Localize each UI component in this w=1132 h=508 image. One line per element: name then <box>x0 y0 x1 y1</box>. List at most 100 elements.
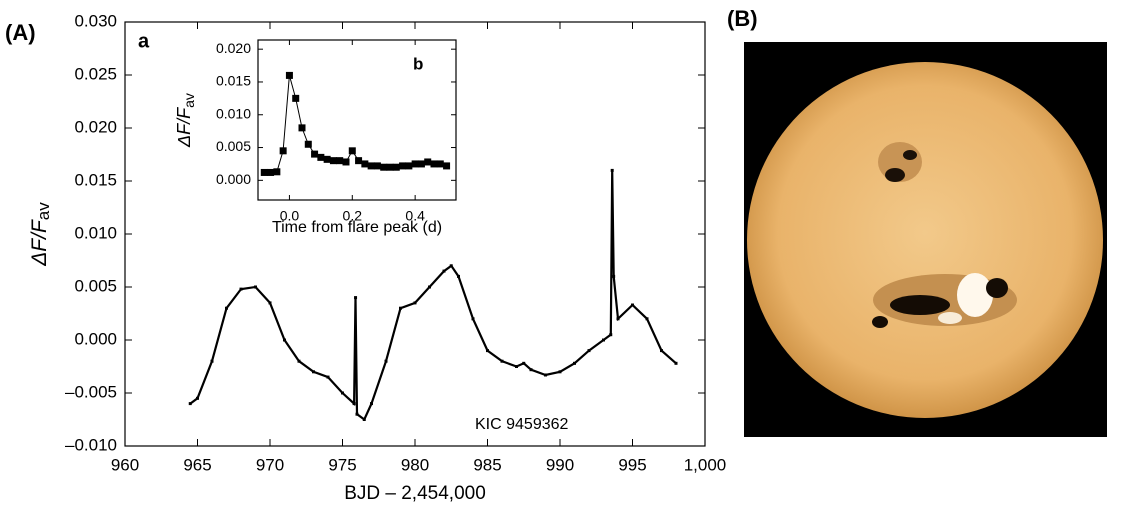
data-point <box>442 269 446 273</box>
data-point <box>449 264 453 268</box>
data-point <box>413 301 417 305</box>
data-point <box>336 157 344 165</box>
data-point <box>283 338 286 342</box>
data-point <box>529 368 533 372</box>
data-point <box>609 333 613 337</box>
x-tick-label: 990 <box>546 455 574 474</box>
data-point <box>428 285 431 289</box>
data-point <box>602 338 605 342</box>
data-point <box>355 412 359 416</box>
x-tick-label: 970 <box>256 455 284 474</box>
data-point <box>616 317 620 321</box>
x-axis-label: Time from flare peak (d) <box>272 219 442 236</box>
y-tick-label: 0.015 <box>74 170 117 189</box>
data-point <box>610 168 614 172</box>
data-point <box>370 402 373 406</box>
y-tick-label: –0.005 <box>65 382 117 401</box>
data-point <box>384 359 388 363</box>
data-point <box>355 157 363 165</box>
data-point <box>399 306 402 310</box>
data-point <box>210 359 214 363</box>
data-point <box>436 160 444 168</box>
data-point <box>196 396 199 400</box>
data-point <box>430 160 438 168</box>
data-point <box>312 370 315 374</box>
data-point <box>239 287 243 291</box>
data-point <box>424 158 432 166</box>
data-point <box>326 375 330 379</box>
y-tick-label: 0.020 <box>216 40 251 56</box>
y-tick-label: 0.010 <box>216 105 251 121</box>
data-point <box>267 168 275 176</box>
y-tick-label: 0.015 <box>216 73 251 89</box>
data-point <box>500 359 504 363</box>
x-axis-label: BJD – 2,454,000 <box>344 483 486 504</box>
y-axis-label-sub: av <box>181 93 197 108</box>
x-tick-label: 965 <box>183 455 211 474</box>
y-tick-label: 0.000 <box>216 171 251 187</box>
x-tick-label: 975 <box>328 455 356 474</box>
data-point <box>399 162 407 170</box>
data-point <box>522 361 526 365</box>
y-tick-label: 0.010 <box>74 223 117 242</box>
data-point <box>225 306 228 310</box>
y-axis-label: ΔF/Fav <box>28 202 54 267</box>
x-tick-label: 995 <box>618 455 646 474</box>
x-tick-label: 0.0 <box>280 208 300 224</box>
data-point <box>362 418 366 421</box>
data-point <box>329 157 337 165</box>
data-point <box>386 163 394 171</box>
x-tick-label: 0.4 <box>405 208 425 224</box>
data-point <box>342 158 350 166</box>
data-point <box>311 150 319 158</box>
data-point <box>515 365 518 368</box>
y-axis-label-main: ΔF/F <box>174 107 194 148</box>
x-tick-label: 1,000 <box>684 455 727 474</box>
y-axis-label: ΔF/Fav <box>174 93 197 148</box>
data-point <box>323 155 331 163</box>
data-point <box>367 162 375 170</box>
data-point <box>341 391 344 395</box>
y-tick-label: 0.030 <box>74 11 117 30</box>
data-point <box>674 361 678 365</box>
y-tick-label: 0.000 <box>74 329 117 348</box>
data-point <box>373 162 381 170</box>
data-point <box>292 94 300 102</box>
panel-label: (A) <box>5 20 36 45</box>
y-tick-label: 0.020 <box>74 117 117 136</box>
data-point <box>660 349 663 353</box>
data-point <box>285 71 293 79</box>
data-point <box>254 285 257 289</box>
data-point <box>348 147 356 155</box>
data-point <box>417 160 425 168</box>
data-point <box>573 361 576 365</box>
data-point <box>645 317 649 321</box>
data-point <box>354 296 358 300</box>
data-point <box>268 301 272 305</box>
y-tick-label: 0.005 <box>216 138 251 154</box>
panel-sub-label: b <box>413 54 423 73</box>
plot-area <box>257 39 457 201</box>
data-point <box>297 359 301 363</box>
data-point <box>443 162 451 170</box>
x-tick-label: 960 <box>111 455 139 474</box>
x-tick-label: 985 <box>473 455 501 474</box>
annotation: KIC 9459362 <box>475 416 569 433</box>
data-point <box>631 303 634 307</box>
data-point <box>260 168 268 176</box>
y-axis-label-main: ΔF/F <box>28 219 51 267</box>
y-tick-label: –0.010 <box>65 435 117 454</box>
data-point <box>304 140 312 148</box>
panel-sub-label: a <box>138 30 150 52</box>
data-point <box>273 168 281 176</box>
data-point <box>380 163 388 171</box>
data-point <box>298 124 306 132</box>
data-point <box>411 160 419 168</box>
y-tick-label: 0.025 <box>74 64 117 83</box>
data-point <box>457 274 460 278</box>
x-tick-label: 980 <box>401 455 429 474</box>
data-point <box>279 147 287 155</box>
data-point <box>317 153 325 161</box>
data-point <box>486 349 489 353</box>
